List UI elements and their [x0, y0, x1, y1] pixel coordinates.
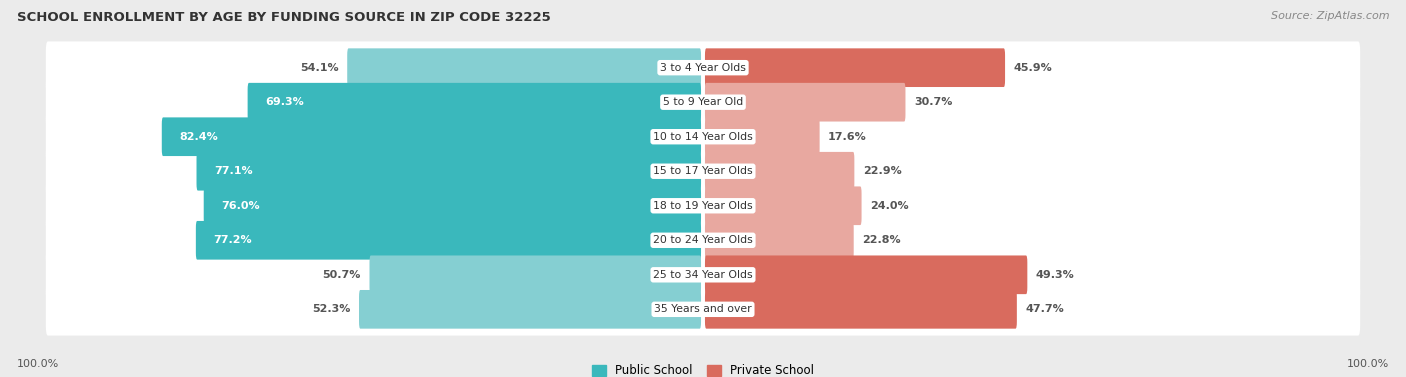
- Text: 18 to 19 Year Olds: 18 to 19 Year Olds: [654, 201, 752, 211]
- Text: 52.3%: 52.3%: [312, 304, 350, 314]
- FancyBboxPatch shape: [197, 152, 702, 190]
- Text: 50.7%: 50.7%: [322, 270, 361, 280]
- Text: 5 to 9 Year Old: 5 to 9 Year Old: [662, 97, 744, 107]
- Text: 77.2%: 77.2%: [214, 235, 252, 245]
- FancyBboxPatch shape: [46, 283, 1360, 336]
- Text: 69.3%: 69.3%: [266, 97, 304, 107]
- Text: 25 to 34 Year Olds: 25 to 34 Year Olds: [654, 270, 752, 280]
- FancyBboxPatch shape: [195, 221, 702, 260]
- Text: 3 to 4 Year Olds: 3 to 4 Year Olds: [659, 63, 747, 73]
- Text: 15 to 17 Year Olds: 15 to 17 Year Olds: [654, 166, 752, 176]
- FancyBboxPatch shape: [704, 48, 1005, 87]
- Text: 49.3%: 49.3%: [1036, 270, 1074, 280]
- FancyBboxPatch shape: [46, 179, 1360, 232]
- FancyBboxPatch shape: [46, 214, 1360, 267]
- Text: SCHOOL ENROLLMENT BY AGE BY FUNDING SOURCE IN ZIP CODE 32225: SCHOOL ENROLLMENT BY AGE BY FUNDING SOUR…: [17, 11, 551, 24]
- Text: 24.0%: 24.0%: [870, 201, 908, 211]
- FancyBboxPatch shape: [46, 76, 1360, 129]
- Text: 22.9%: 22.9%: [863, 166, 901, 176]
- Text: 10 to 14 Year Olds: 10 to 14 Year Olds: [654, 132, 752, 142]
- Text: Source: ZipAtlas.com: Source: ZipAtlas.com: [1271, 11, 1389, 21]
- Text: 100.0%: 100.0%: [1347, 359, 1389, 369]
- Text: 77.1%: 77.1%: [214, 166, 253, 176]
- FancyBboxPatch shape: [247, 83, 702, 121]
- FancyBboxPatch shape: [347, 48, 702, 87]
- FancyBboxPatch shape: [704, 152, 855, 190]
- FancyBboxPatch shape: [46, 248, 1360, 301]
- Text: 35 Years and over: 35 Years and over: [654, 304, 752, 314]
- Text: 30.7%: 30.7%: [914, 97, 952, 107]
- FancyBboxPatch shape: [359, 290, 702, 329]
- FancyBboxPatch shape: [704, 117, 820, 156]
- FancyBboxPatch shape: [704, 290, 1017, 329]
- Legend: Public School, Private School: Public School, Private School: [592, 365, 814, 377]
- FancyBboxPatch shape: [704, 83, 905, 121]
- FancyBboxPatch shape: [704, 187, 862, 225]
- Text: 100.0%: 100.0%: [17, 359, 59, 369]
- FancyBboxPatch shape: [704, 221, 853, 260]
- FancyBboxPatch shape: [162, 117, 702, 156]
- Text: 76.0%: 76.0%: [221, 201, 260, 211]
- Text: 82.4%: 82.4%: [180, 132, 218, 142]
- Text: 17.6%: 17.6%: [828, 132, 868, 142]
- Text: 45.9%: 45.9%: [1014, 63, 1052, 73]
- FancyBboxPatch shape: [46, 41, 1360, 94]
- FancyBboxPatch shape: [370, 256, 702, 294]
- Text: 47.7%: 47.7%: [1025, 304, 1064, 314]
- FancyBboxPatch shape: [204, 187, 702, 225]
- FancyBboxPatch shape: [704, 256, 1028, 294]
- Text: 22.8%: 22.8%: [862, 235, 901, 245]
- Text: 20 to 24 Year Olds: 20 to 24 Year Olds: [654, 235, 752, 245]
- Text: 54.1%: 54.1%: [299, 63, 339, 73]
- FancyBboxPatch shape: [46, 145, 1360, 198]
- FancyBboxPatch shape: [46, 110, 1360, 163]
